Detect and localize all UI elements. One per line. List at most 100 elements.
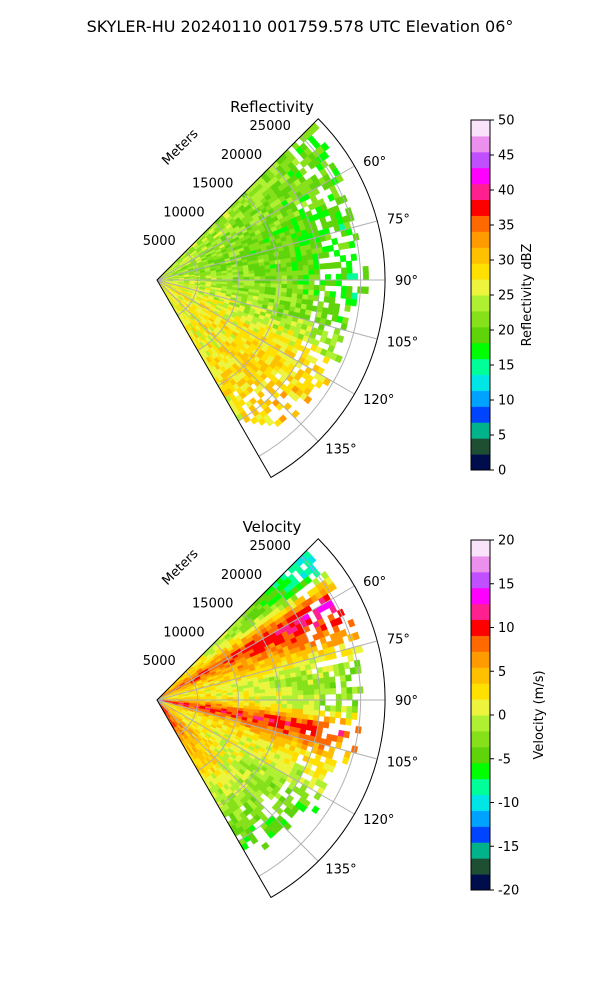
field-cell: [341, 756, 350, 765]
colorbar-tick-label: 5: [498, 429, 506, 444]
field-cell: [292, 690, 299, 696]
field-cell: [302, 289, 309, 296]
field-cell: [259, 692, 266, 697]
field-cell: [306, 674, 314, 681]
azimuth-tick-label: 120°: [363, 393, 394, 408]
colorbar-segment: [471, 826, 490, 843]
field-cell: [340, 285, 348, 293]
field-cell: [308, 269, 315, 276]
field-cell: [270, 283, 277, 289]
field-cell: [329, 291, 337, 298]
field-cell: [308, 684, 315, 691]
reflectivity-colorbar-label: Reflectivity dBZ: [520, 244, 535, 347]
field-cell: [248, 693, 255, 698]
field-cell: [328, 296, 336, 304]
reflectivity-colorbar: [470, 119, 491, 471]
field-cell: [243, 702, 250, 707]
range-tick-label: 10000: [163, 205, 204, 220]
field-cell: [281, 266, 288, 273]
field-cell: [352, 699, 359, 707]
field-cell: [302, 714, 309, 721]
field-cell: [303, 284, 310, 291]
colorbar-tick-label: 15: [498, 359, 515, 374]
velocity-colorbar-label: Velocity (m/s): [532, 670, 547, 759]
field-cell: [265, 272, 272, 277]
field-cell: [297, 690, 304, 696]
field-cell: [308, 694, 315, 701]
field-cell: [347, 654, 355, 663]
field-cell: [254, 279, 261, 284]
field-cell: [340, 681, 347, 689]
field-cell: [264, 268, 272, 274]
field-cell: [232, 694, 239, 698]
field-cell: [270, 275, 277, 281]
field-cell: [286, 699, 293, 705]
field-cell: [324, 290, 331, 298]
field-cell: [333, 303, 341, 311]
range-tick-label: 5000: [143, 234, 176, 249]
field-cell: [307, 294, 314, 301]
field-cell: [265, 283, 272, 288]
field-cell: [313, 689, 321, 696]
azimuth-tick-label: 75°: [387, 632, 410, 647]
field-cell: [327, 244, 335, 252]
field-cell: [335, 693, 342, 701]
field-cell: [344, 304, 352, 313]
range-ring: [177, 250, 199, 316]
field-cell: [303, 704, 310, 711]
field-cell: [273, 418, 283, 428]
reflectivity-range-axis-label: Meters: [160, 126, 202, 168]
azimuth-tick-label: 90°: [395, 694, 418, 709]
field-cell: [351, 706, 358, 714]
field-cell: [270, 703, 277, 709]
field-cell: [269, 264, 277, 270]
field-cell: [259, 283, 266, 288]
field-cell: [259, 269, 266, 274]
reflectivity-colorbar-ticks: 0 5 10 15 20 25 30 35 40 45 50: [490, 114, 515, 479]
colorbar-segment: [471, 215, 490, 232]
field-cell: [280, 262, 287, 269]
colorbar-segment: [471, 874, 490, 891]
colorbar-tick-label: -15: [498, 840, 519, 855]
colorbar-segment: [471, 342, 490, 360]
field-cell: [340, 687, 348, 695]
colorbar-segment: [471, 406, 490, 423]
field-cell: [301, 674, 308, 682]
range-tick-label: 20000: [221, 568, 262, 583]
field-cell: [265, 692, 272, 697]
field-cell: [345, 718, 352, 726]
field-cell: [286, 266, 293, 272]
field-cell: [303, 279, 310, 286]
colorbar-segment: [471, 135, 490, 153]
field-cell: [297, 694, 304, 701]
range-tick-label: 5000: [143, 654, 176, 669]
field-cell: [292, 695, 299, 701]
field-cell: [343, 730, 351, 739]
colorbar-tick-label: 0: [498, 464, 506, 479]
field-cell: [286, 686, 293, 692]
field-cell: [362, 272, 369, 281]
colorbar-tick-label: 10: [498, 394, 515, 409]
field-cell: [345, 298, 352, 306]
colorbar-segment: [471, 603, 490, 621]
colorbar-segment: [471, 810, 490, 827]
azimuth-tick-label: 60°: [363, 155, 386, 170]
field-cell: [362, 265, 369, 274]
colorbar-segment: [471, 310, 490, 328]
field-cell: [330, 279, 337, 287]
field-cell: [243, 270, 250, 275]
field-cell: [296, 680, 304, 687]
field-cell: [335, 279, 342, 287]
field-cell: [307, 679, 314, 686]
field-cell: [292, 699, 299, 705]
field-cell: [335, 261, 342, 269]
field-cell: [297, 274, 304, 281]
field-cell: [350, 253, 358, 262]
colorbar-segment: [471, 263, 490, 280]
field-cell: [270, 271, 277, 277]
field-cell: [303, 274, 310, 281]
field-cell: [345, 260, 353, 268]
field-cell: [292, 270, 299, 276]
field-cell: [291, 685, 299, 692]
field-cell: [265, 276, 272, 281]
